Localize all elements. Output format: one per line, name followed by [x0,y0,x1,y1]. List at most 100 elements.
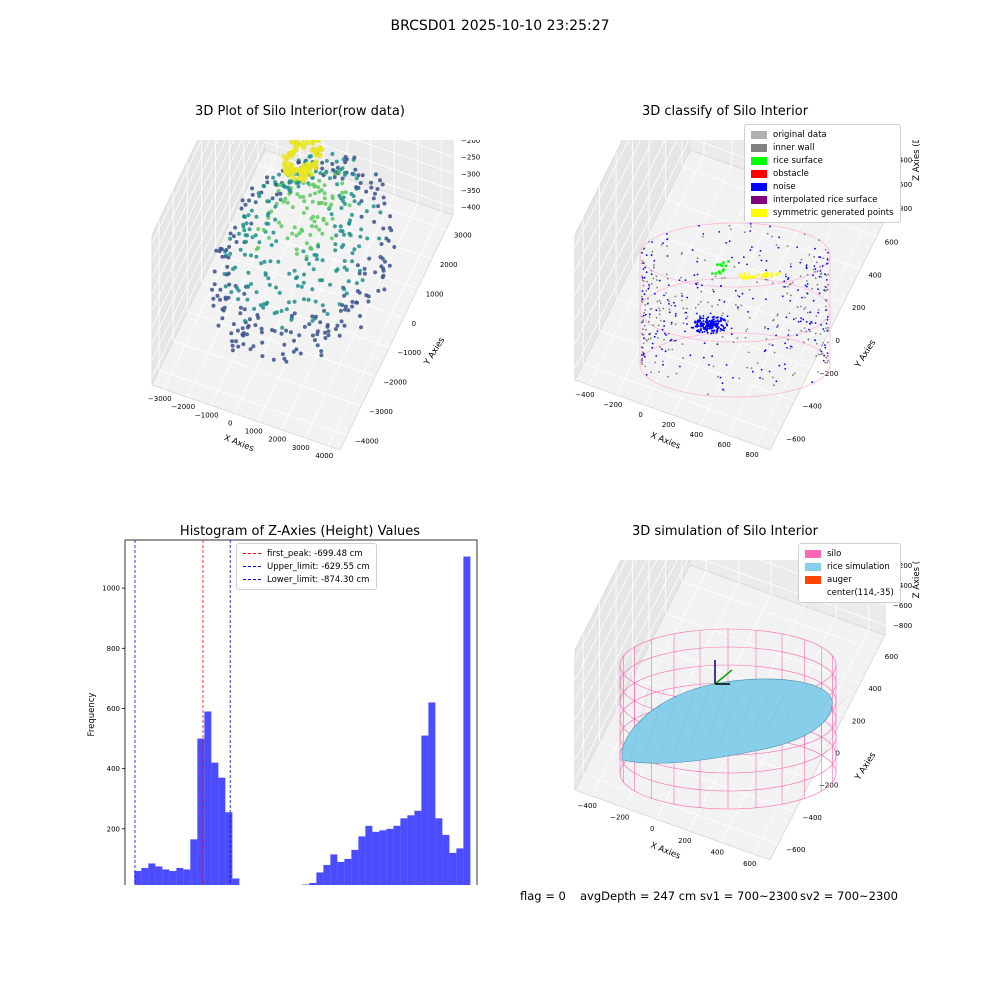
cls-point [722,327,725,330]
cls-point [767,327,769,330]
raw-point [301,211,306,215]
cls-point [648,333,651,336]
cls-point [712,327,714,329]
cls-point [815,261,818,264]
raw-point [273,217,278,222]
cls-point [824,273,826,276]
cls-point [651,241,653,243]
cls-point [642,352,645,355]
cls-point [680,253,683,256]
raw-point [265,180,270,185]
raw-point [340,229,345,234]
cls-point [768,343,771,346]
histogram-bar [386,828,394,885]
cls-point [654,292,656,295]
raw-point [324,169,329,174]
raw-point [247,317,252,322]
raw-point [322,308,327,313]
raw-point [221,308,226,313]
cls-point [760,368,763,371]
raw-point [228,236,233,241]
cls-point [827,283,829,286]
legend-entry: interpolated rice surface [751,193,894,206]
cls-point [666,277,669,280]
histogram-bar [407,815,415,885]
cls-point [642,268,645,270]
cls-point [663,339,665,341]
cls-point [811,288,813,290]
cls-point [826,318,829,321]
raw-point [332,224,337,229]
raw-point [318,320,323,325]
cls-point [826,308,828,311]
legend-label: Upper_limit: -629.55 cm [267,561,370,572]
cls-point [696,323,699,326]
legend-label: rice surface [773,155,823,166]
cls-point [643,337,645,340]
cls-point [648,313,651,316]
raw-point [322,196,327,201]
raw-point [318,278,323,283]
cls-point [698,320,701,323]
raw-point [342,287,347,292]
cls-point [663,325,665,327]
raw-point [320,166,325,171]
legend-label: auger [827,574,852,585]
raw-point [330,152,335,156]
legend-label: inner wall [773,142,815,153]
cls-point [685,317,687,320]
cls-point [822,342,825,344]
raw-point [357,290,362,295]
cls-point [649,337,652,340]
histogram-bar [449,852,457,885]
sim-ytick: −600 [786,846,805,854]
cls-point [690,326,693,329]
raw-point [312,338,317,343]
cls-point [642,319,645,322]
legend-label: first_peak: -699.48 cm [267,548,363,559]
cls-point [740,304,743,307]
cls-point [670,323,673,326]
raw-point [236,297,241,302]
histogram-bar [309,882,317,885]
cls-point [665,334,667,336]
raw-point [290,205,295,210]
raw-point [333,242,338,247]
cls-point [696,329,698,332]
cls-xtick: 600 [718,441,731,449]
raw-point [353,167,358,172]
raw-point [313,169,318,174]
cls-point [646,340,648,342]
cls-point [812,274,814,277]
cls-point [681,299,683,302]
raw-point [292,268,297,273]
raw-point [250,186,255,191]
raw-point [290,231,295,236]
raw-point [224,248,229,252]
histogram-bar [190,839,198,885]
classify-plot-title: 3D classify of Silo Interior [641,104,809,119]
cls-point [777,271,781,275]
raw-point [257,240,262,245]
raw-point [254,254,259,259]
cls-point [706,325,709,328]
cls-point [699,323,702,326]
raw-point [338,224,343,229]
raw-point [344,291,349,296]
cls-point [762,273,765,277]
cls-point [746,366,749,369]
cls-point [645,254,648,256]
raw-point [380,182,385,187]
raw-point [301,170,307,176]
cls-point [742,273,746,276]
raw-point [307,261,311,266]
raw-point [297,333,302,338]
cls-point [752,297,754,300]
cls-point [643,276,646,279]
legend-entry: rice surface [751,154,894,167]
cls-point [663,294,665,297]
cls-point [814,332,817,335]
raw-point [333,248,338,253]
cls-point [805,321,808,323]
raw-ztick: −4000 [461,204,480,212]
